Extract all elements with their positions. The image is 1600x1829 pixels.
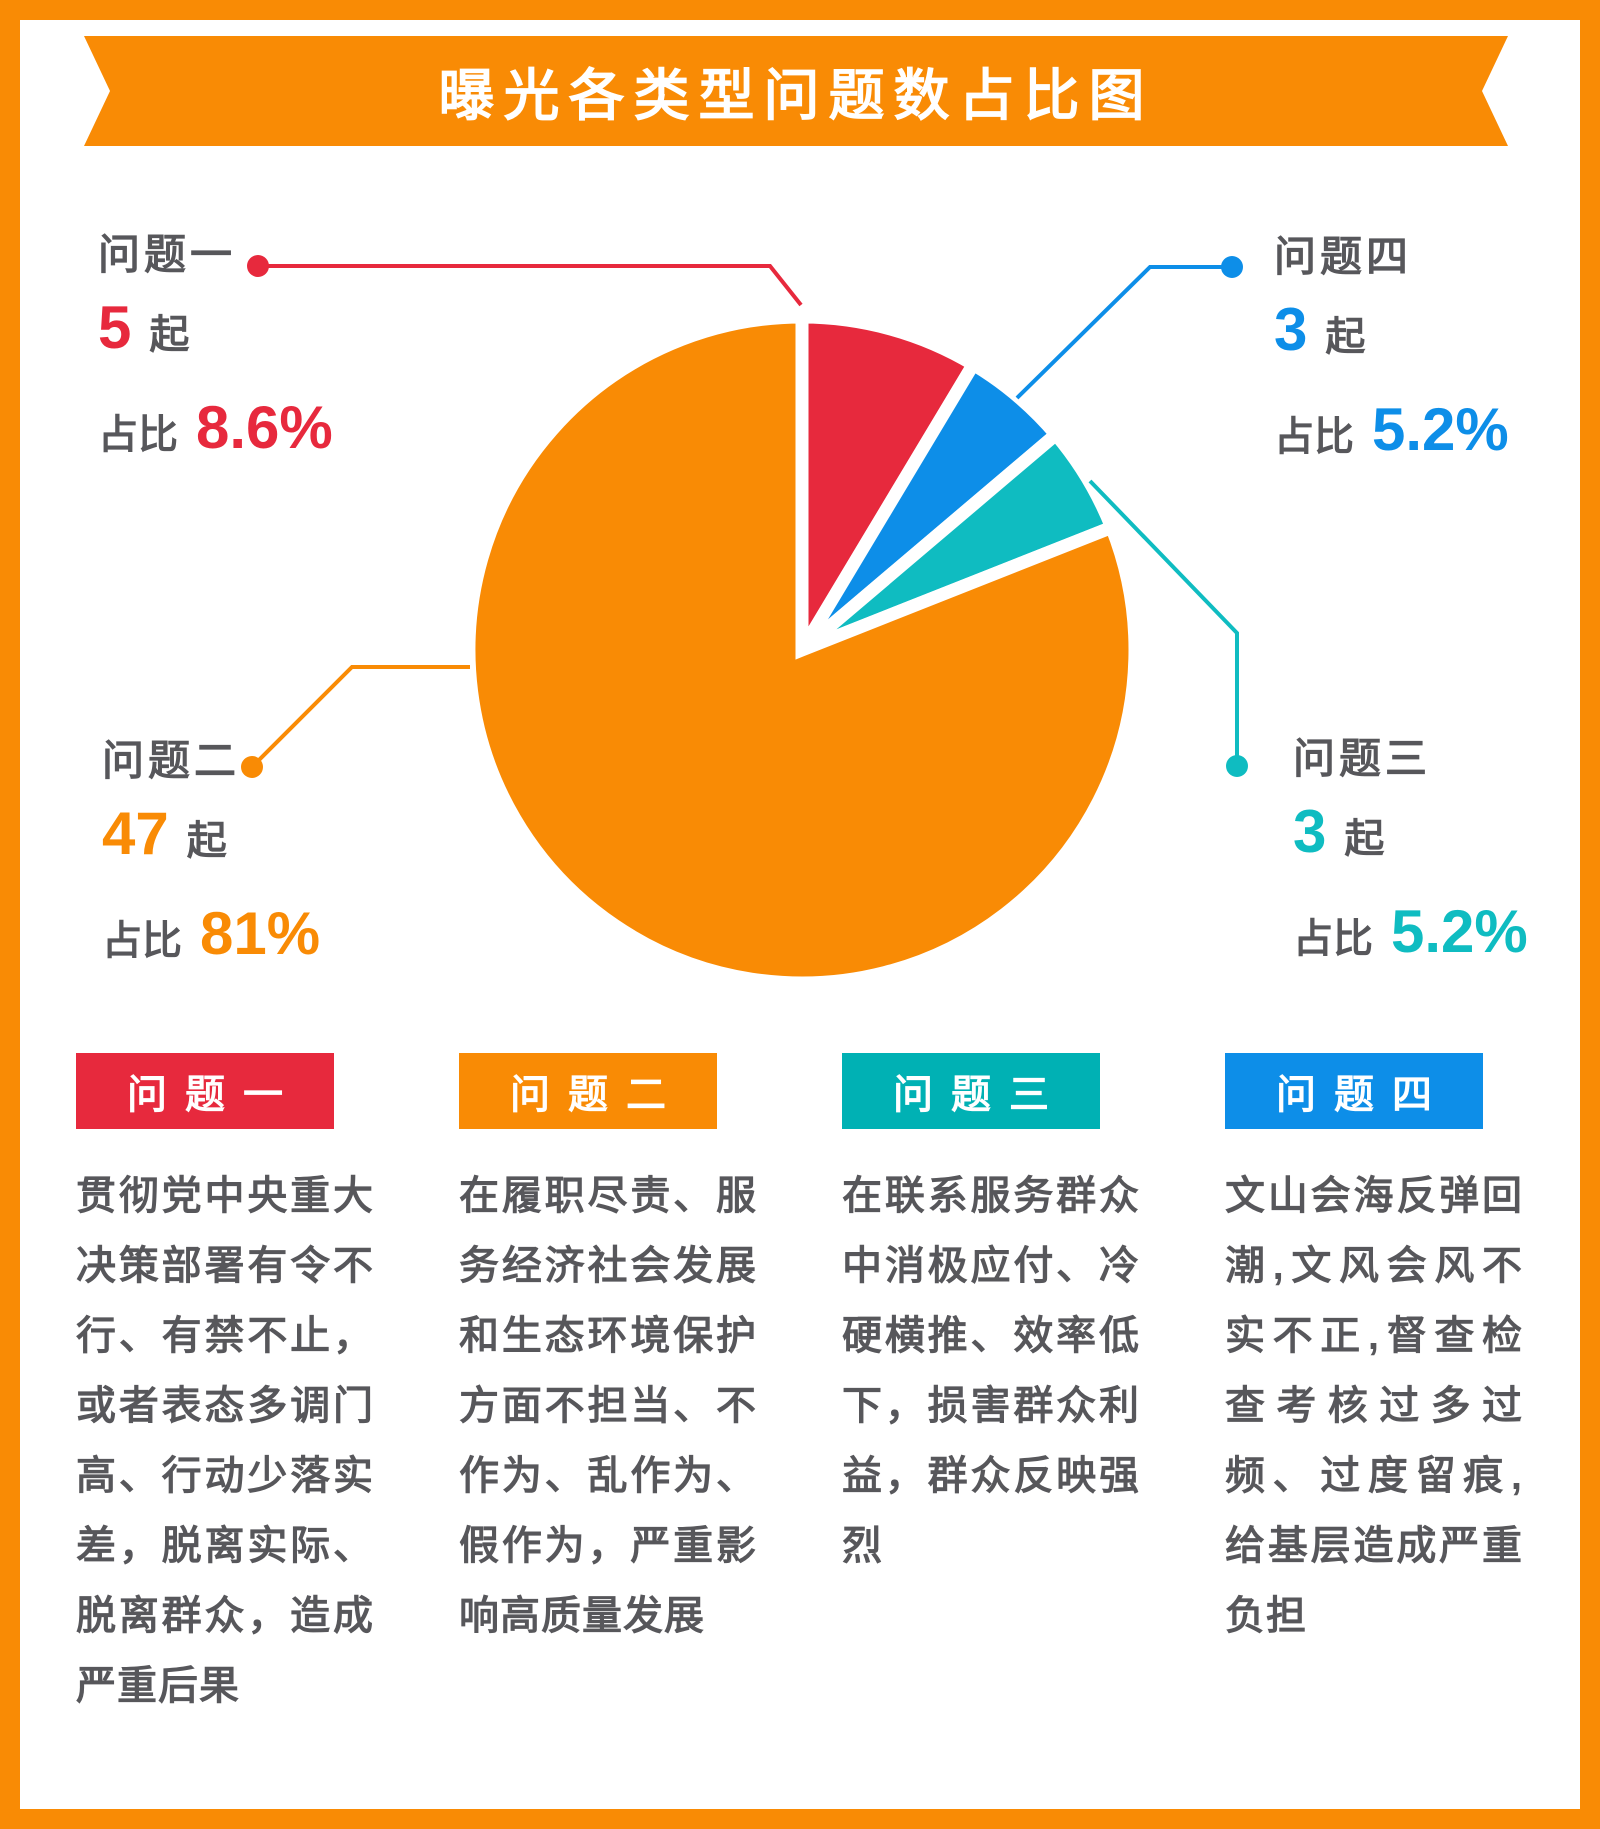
callout-line-problem-1	[258, 264, 803, 307]
callout-problem-4: 问题四 3 起 占比 5.2%	[1274, 233, 1509, 464]
callout-dot-problem-2	[241, 756, 263, 778]
legend-description-1: 贯彻党中央重大决策部署有令不行、有禁不止，或者表态多调门高、行动少落实差，脱离实…	[76, 1174, 374, 1708]
callout-ratio-label: 占比	[98, 413, 178, 458]
callout-label: 问题二	[102, 737, 241, 784]
legend-description-3: 在联系服务群众中消极应付、冷硬横推、效率低下，损害群众利益，群众反映强烈	[842, 1174, 1140, 1568]
callout-ratio-label: 占比	[1293, 917, 1373, 962]
callout-dot-problem-3	[1226, 755, 1248, 777]
legend-column-3: 问题三 在联系服务群众中消极应付、冷硬横推、效率低下，损害群众利益，群众反映强烈	[842, 1053, 1140, 1581]
callout-label: 问题四	[1274, 233, 1413, 280]
legend-description-4: 文山会海反弹回潮,文风会风不实不正,督查检查考核过多过频、过度留痕,给基层造成严…	[1225, 1174, 1523, 1638]
callout-dot-problem-1	[247, 255, 269, 277]
callout-problem-3: 问题三 3 起 占比 5.2%	[1293, 735, 1528, 966]
callout-unit: 起	[186, 819, 227, 864]
callout-line-problem-4	[1015, 265, 1232, 400]
legend-column-4: 问题四 文山会海反弹回潮,文风会风不实不正,督查检查考核过多过频、过度留痕,给基…	[1225, 1053, 1523, 1651]
callout-unit: 起	[149, 313, 190, 358]
pie-slice-problem-2	[462, 310, 1142, 990]
legend-header-2: 问题二	[459, 1053, 717, 1129]
callout-percent: 8.6%	[196, 394, 333, 462]
callout-count: 3	[1293, 798, 1327, 866]
callout-ratio-label: 占比	[102, 919, 182, 964]
callout-dot-problem-4	[1221, 256, 1243, 278]
callout-line-problem-3	[1088, 479, 1239, 766]
title-banner: 曝光各类型问题数占比图	[84, 36, 1508, 146]
legend-description-2: 在履职尽责、服务经济社会发展和生态环境保护方面不担当、不作为、乱作为、假作为，严…	[459, 1174, 757, 1638]
callout-unit: 起	[1344, 817, 1385, 862]
legend-header-1: 问题一	[76, 1053, 334, 1129]
callout-label: 问题一	[98, 231, 237, 278]
callout-unit: 起	[1325, 315, 1366, 360]
callout-label: 问题三	[1293, 735, 1432, 782]
callout-count: 47	[102, 800, 169, 868]
callout-percent: 81%	[200, 900, 321, 968]
callout-count: 5	[98, 294, 132, 362]
callout-ratio-label: 占比	[1274, 415, 1354, 460]
callout-percent: 5.2%	[1372, 396, 1509, 464]
page-title: 曝光各类型问题数占比图	[438, 63, 1154, 127]
legend-column-2: 问题二 在履职尽责、服务经济社会发展和生态环境保护方面不担当、不作为、乱作为、假…	[459, 1053, 757, 1651]
legend-header-3: 问题三	[842, 1053, 1100, 1129]
legend-header-4: 问题四	[1225, 1053, 1483, 1129]
callout-percent: 5.2%	[1391, 898, 1528, 966]
callout-count: 3	[1274, 296, 1308, 364]
callout-problem-2: 问题二 47 起 占比 81%	[102, 737, 321, 968]
legend-column-1: 问题一 贯彻党中央重大决策部署有令不行、有禁不止，或者表态多调门高、行动少落实差…	[76, 1053, 374, 1721]
callout-problem-1: 问题一 5 起 占比 8.6%	[98, 231, 333, 462]
callout-line-problem-2	[250, 665, 470, 769]
